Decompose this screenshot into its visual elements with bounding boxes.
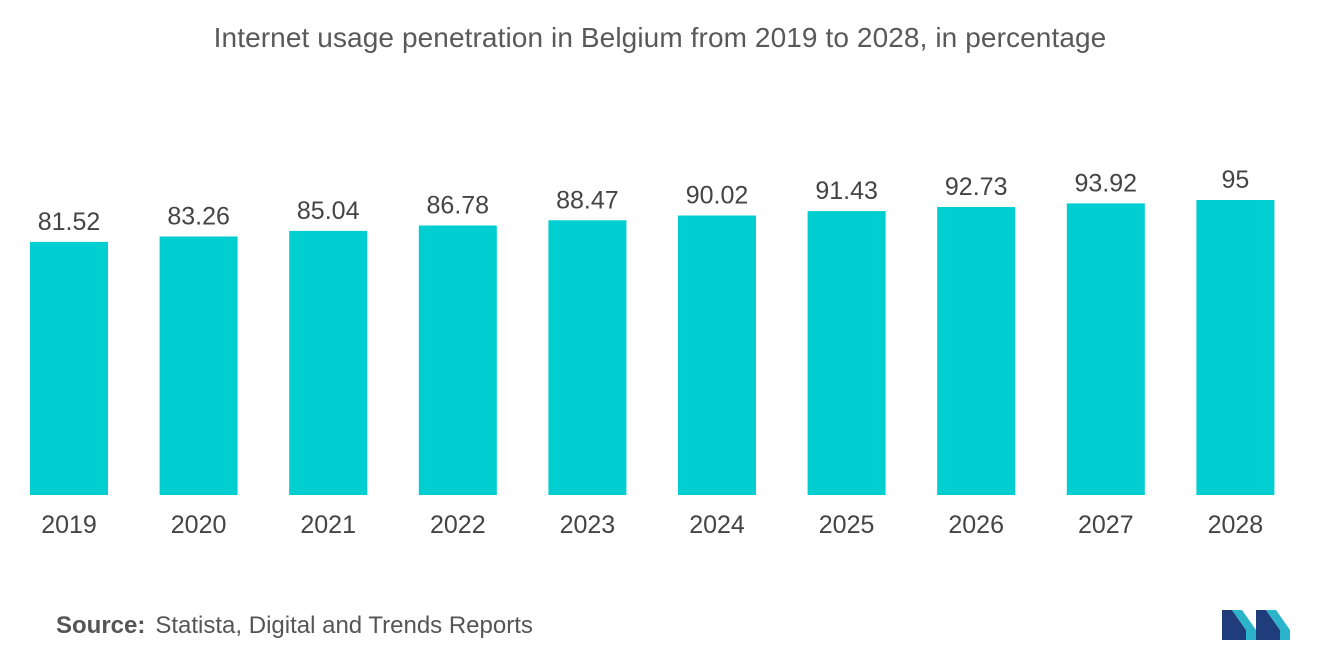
bar-2027: [1066, 203, 1145, 495]
source-note: Source: Statista, Digital and Trends Repo…: [56, 612, 533, 640]
bar-value-label-2024: 90.02: [686, 182, 749, 210]
source-label: Source:: [56, 612, 146, 639]
bar-2021: [289, 230, 368, 495]
bar-value-label-2020: 83.26: [167, 203, 230, 231]
bar-chart: 81.52 83.26 85.04 86.78 88.47 90.02 91.43 92.73…: [30, 166, 1275, 539]
bar-value-label-2019: 81.52: [38, 208, 101, 236]
chart-title: Internet usage penetration in Belgium fr…: [213, 22, 1107, 53]
bar-2028: [1196, 200, 1275, 495]
bar-2020: [159, 236, 238, 495]
bar-value-label-2027: 93.92: [1075, 169, 1138, 197]
bar-value-label-2025: 91.43: [815, 177, 878, 205]
bar-2026: [937, 207, 1016, 495]
x-tick-label-2026: 2026: [948, 511, 1004, 539]
bar-value-label-2026: 92.73: [945, 173, 1008, 201]
value-labels-layer: 81.52 83.26 85.04 86.78 88.47 90.02 91.43 92.73…: [38, 166, 1250, 236]
x-tick-label-2027: 2027: [1078, 511, 1134, 539]
bar-2025: [807, 211, 886, 495]
source-text: Statista, Digital and Trends Reports: [155, 612, 533, 639]
bar-value-label-2028: 95: [1221, 166, 1249, 194]
x-axis-ticks: 2019 2020 2021 2022 2023 2024 2025 2026 2027 2028: [41, 511, 1263, 539]
bar-2024: [678, 215, 756, 495]
x-tick-label-2019: 2019: [41, 511, 97, 539]
bar-value-label-2023: 88.47: [556, 186, 619, 214]
bar-2022: [418, 225, 497, 495]
x-tick-label-2024: 2024: [689, 511, 745, 539]
x-tick-label-2021: 2021: [300, 511, 356, 539]
bar-2023: [548, 220, 627, 496]
x-tick-label-2022: 2022: [430, 511, 486, 539]
x-tick-label-2020: 2020: [171, 511, 227, 539]
mordor-intelligence-logo-icon: [1222, 610, 1290, 640]
x-tick-label-2023: 2023: [560, 511, 616, 539]
bars-layer: [30, 200, 1275, 496]
bar-value-label-2022: 86.78: [427, 192, 490, 220]
x-tick-label-2025: 2025: [819, 511, 875, 539]
bar-2019: [30, 241, 108, 495]
x-tick-label-2028: 2028: [1208, 511, 1264, 539]
bar-value-label-2021: 85.04: [297, 197, 360, 225]
